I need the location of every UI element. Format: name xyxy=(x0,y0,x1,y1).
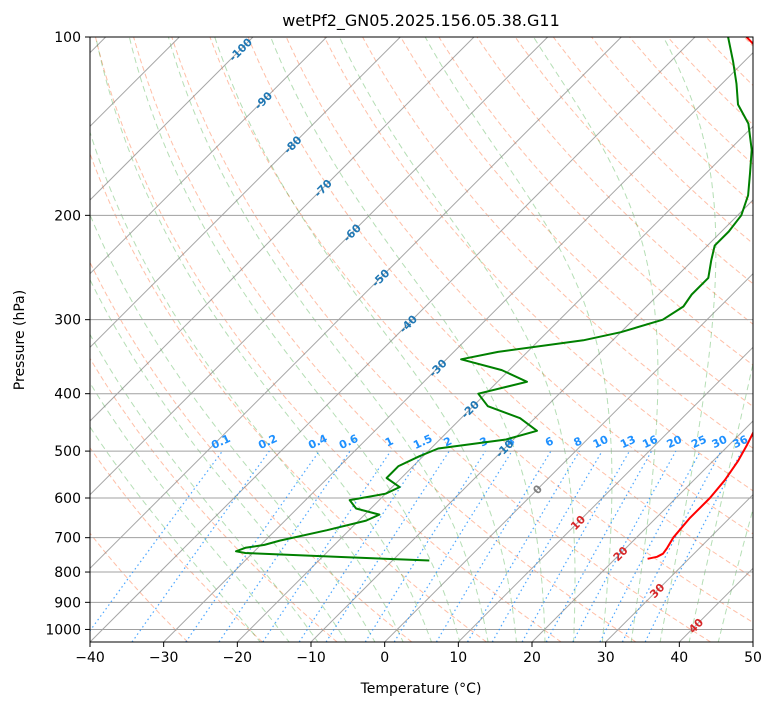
y-axis: 100 200 300 400 500 600 700 800 900 1000 xyxy=(45,30,90,638)
isotherm-line xyxy=(90,37,549,496)
mixing-ratio-label: 13 xyxy=(618,433,637,451)
moist-adiabat-line xyxy=(167,37,489,642)
dry-adiabat-line xyxy=(133,37,637,642)
temperature-profile-line xyxy=(647,37,753,560)
isotherm-line xyxy=(90,37,254,201)
chart-title: wetPf2_GN05.2025.156.05.38.G11 xyxy=(282,11,560,31)
mixing-ratio-line xyxy=(393,450,513,642)
dry-adiabat-line xyxy=(323,37,753,492)
mixing-ratio-label: 10 xyxy=(591,433,611,451)
y-tick-label: 900 xyxy=(54,595,81,611)
mixing-ratio-line xyxy=(262,450,392,642)
isotherm-line xyxy=(90,37,328,275)
mixing-ratio-line xyxy=(466,450,580,642)
mixing-ratio-line xyxy=(298,450,425,642)
x-tick-label: 30 xyxy=(597,650,615,666)
isotherm-line xyxy=(90,37,622,570)
x-tick-label: −10 xyxy=(296,650,326,666)
dry-adiabat-line xyxy=(285,37,753,535)
mixing-ratio-label: 16 xyxy=(640,433,660,451)
isotherm-line xyxy=(531,420,753,642)
dry-adiabat-line xyxy=(90,357,338,642)
mixing-ratio-label: 25 xyxy=(689,433,708,451)
y-tick-label: 500 xyxy=(54,444,81,460)
mixing-ratio-line xyxy=(435,450,552,642)
mixing-ratio-line xyxy=(325,450,450,642)
x-tick-label: 20 xyxy=(523,650,541,666)
dry-adiabat-line xyxy=(400,37,753,408)
mixing-ratio-line xyxy=(185,450,320,642)
moist-adiabat-line xyxy=(270,37,546,642)
moist-adiabat-line xyxy=(128,37,461,642)
dry-adiabat-line xyxy=(247,37,753,579)
x-axis: −40 −30 −20 −10 0 10 20 30 40 50 xyxy=(75,642,762,666)
moist-adiabat-line xyxy=(659,37,717,642)
dry-adiabat-line xyxy=(209,37,753,624)
mixing-ratio-line xyxy=(572,450,677,642)
y-tick-label: 300 xyxy=(54,313,81,329)
isotherm-line xyxy=(90,37,401,349)
x-tick-label: −20 xyxy=(223,650,253,666)
profile-series xyxy=(235,37,753,562)
plot-frame xyxy=(89,36,754,643)
moist-adiabat-line xyxy=(214,37,517,642)
dry-adiabat-line xyxy=(591,37,753,205)
moist-adiabat-line xyxy=(90,426,261,642)
moist-adiabat-line xyxy=(532,37,659,642)
y-tick-label: 600 xyxy=(54,491,81,507)
y-axis-title: Pressure (hPa) xyxy=(12,290,28,390)
moist-adiabat-line xyxy=(424,37,613,642)
dry-adiabat-line xyxy=(476,37,753,325)
mixing-ratio-line xyxy=(599,450,702,642)
isotherm-line xyxy=(90,37,475,422)
dry-adiabat-line xyxy=(438,37,753,366)
y-tick-label: 200 xyxy=(54,208,81,224)
dry-adiabat-line xyxy=(95,37,562,642)
isotherm-line xyxy=(90,37,696,642)
mixing-ratio-line xyxy=(218,450,351,642)
moist-adiabat-line xyxy=(90,213,376,642)
dry-adiabat-line xyxy=(90,532,189,642)
isotherm-line xyxy=(236,125,753,642)
dry-adiabat-line xyxy=(90,261,413,642)
dewpoint-profile-line xyxy=(235,37,753,562)
y-tick-label: 400 xyxy=(54,387,81,403)
y-tick-label: 700 xyxy=(54,531,81,547)
moist-adiabat-line xyxy=(95,37,433,642)
moist-adiabat-line xyxy=(717,507,753,642)
x-axis-title: Temperature (°C) xyxy=(360,681,482,697)
x-tick-label: 0 xyxy=(380,650,389,666)
moist-adiabat-line xyxy=(90,333,319,642)
x-tick-label: 10 xyxy=(449,650,467,666)
moist-adiabat-line xyxy=(688,361,753,642)
x-tick-label: −40 xyxy=(75,650,105,666)
mixing-ratio-label: 30 xyxy=(710,433,730,451)
isotherm-line xyxy=(310,199,753,642)
moist-adiabat-line xyxy=(90,130,404,642)
x-tick-label: 40 xyxy=(670,650,688,666)
isotherm-line xyxy=(163,51,753,642)
moist-adiabat-line xyxy=(90,278,347,642)
dry-adiabat-line xyxy=(171,37,711,642)
y-tick-label: 800 xyxy=(54,565,81,581)
background-reference-lines xyxy=(90,37,753,642)
mixing-ratio-line xyxy=(364,450,486,642)
x-tick-label: 50 xyxy=(744,650,762,666)
moist-adiabat-line xyxy=(90,382,290,642)
y-tick-label: 100 xyxy=(54,30,81,46)
y-tick-label: 1000 xyxy=(45,622,81,638)
x-tick-label: −30 xyxy=(149,650,179,666)
isotherm-line xyxy=(605,493,753,642)
dry-adiabat-line xyxy=(90,152,487,642)
isotherm-line xyxy=(384,272,753,642)
moist-adiabat-line xyxy=(338,37,576,642)
mixing-ratio-label: 20 xyxy=(665,433,685,451)
isotherm-line xyxy=(457,346,753,642)
